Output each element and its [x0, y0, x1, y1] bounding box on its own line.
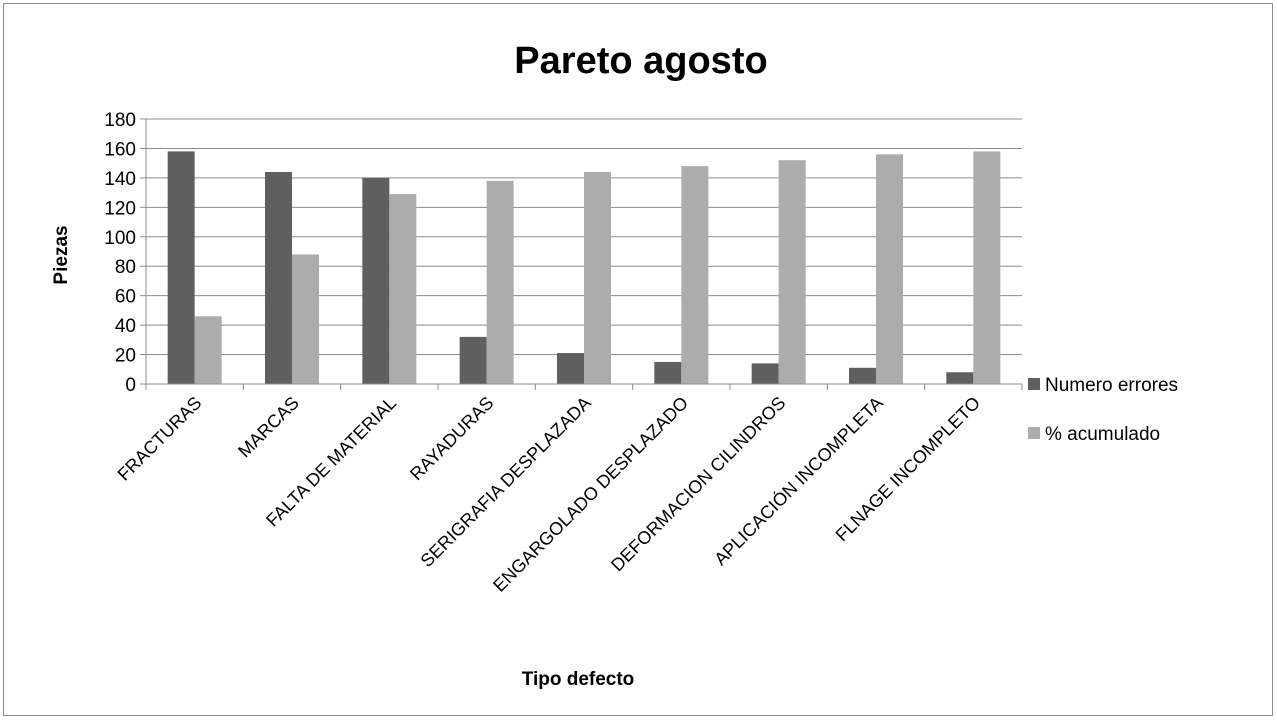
y-tick-label: 60: [115, 287, 136, 308]
legend-label-numero-errores: Numero errores: [1045, 375, 1178, 396]
x-tick-label: MARCAS: [234, 393, 303, 462]
y-tick-label: 120: [104, 198, 136, 219]
bar-numero-errores: [362, 177, 390, 384]
bar-numero-errores: [265, 172, 292, 384]
x-tick-label: SERIGRAFIA DESPLAZADA: [417, 393, 595, 571]
bar-acumulado: [486, 180, 514, 384]
x-tick-label: FRACTURAS: [114, 393, 206, 485]
y-axis-title: Piezas: [51, 225, 72, 284]
bar-numero-errores: [946, 372, 974, 384]
y-tick-label: 100: [104, 228, 136, 249]
bars: [167, 151, 1001, 384]
y-tick-label: 180: [104, 110, 136, 131]
legend-swatch-acumulado: [1028, 427, 1040, 439]
bar-numero-errores: [654, 361, 682, 384]
y-tick-label: 20: [115, 346, 136, 367]
bar-numero-errores: [167, 151, 195, 384]
bar-acumulado: [584, 172, 611, 384]
x-tick-label: APLICACIÓN INCOMPLETA: [710, 392, 887, 569]
chart-title: Pareto agosto: [514, 40, 767, 82]
bar-acumulado: [973, 151, 1001, 384]
legend-label-acumulado: % acumulado: [1045, 424, 1160, 445]
bar-acumulado: [681, 166, 709, 384]
y-tick-label: 80: [115, 257, 136, 278]
y-tick-label: 160: [104, 139, 136, 160]
bar-acumulado: [194, 316, 222, 384]
x-axis: [145, 119, 1023, 390]
x-tick-label: RAYADURAS: [406, 393, 497, 484]
bar-acumulado: [292, 254, 319, 384]
y-tick-label: 0: [125, 375, 136, 396]
bar-acumulado: [778, 160, 806, 384]
bar-numero-errores: [459, 336, 487, 384]
bar-numero-errores: [751, 363, 779, 384]
y-axis-ticks: 0 20 40 60 80 100 120 140 160 180: [104, 110, 146, 396]
pareto-chart: Pareto agosto Piezas Tipo defecto 0 20 40 6…: [51, 40, 1178, 690]
y-tick-label: 140: [104, 169, 136, 190]
legend-swatch-numero-errores: [1028, 378, 1040, 390]
x-tick-label: ENGARGOLADO DESPLAZADO: [489, 393, 692, 596]
bar-acumulado: [389, 194, 417, 384]
chart-frame: Pareto agosto Piezas Tipo defecto 0 20 40 6…: [3, 3, 1273, 716]
y-tick-label: 40: [115, 316, 136, 337]
bar-numero-errores: [849, 367, 876, 384]
x-tick-label: DEFORMACION CILINDROS: [607, 393, 789, 575]
bar-acumulado: [876, 154, 903, 384]
legend: Numero errores % acumulado: [1028, 375, 1178, 445]
bar-numero-errores: [557, 353, 584, 384]
x-axis-title: Tipo defecto: [522, 669, 635, 690]
